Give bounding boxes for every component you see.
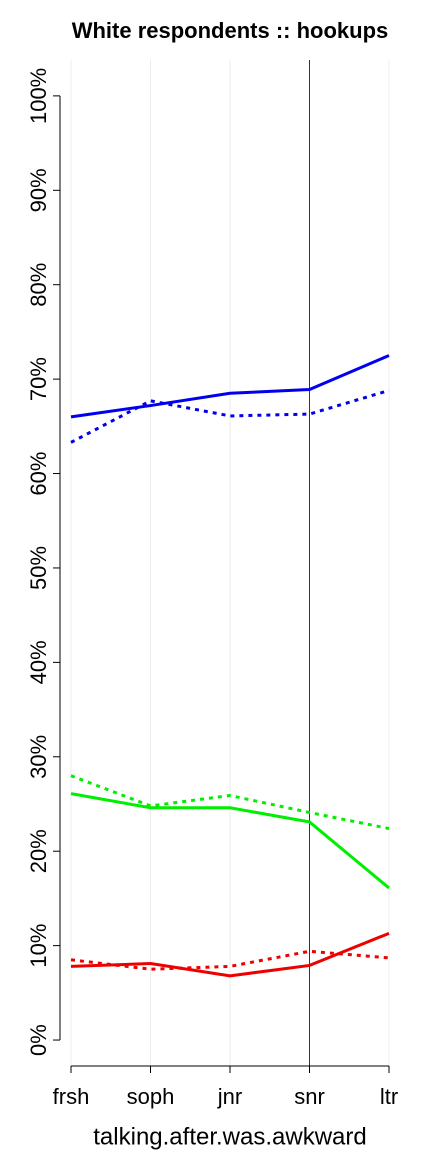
y-tick-label: 30%: [26, 735, 51, 779]
x-tick-label: snr: [294, 1084, 325, 1109]
y-tick-label: 90%: [26, 168, 51, 212]
series-line: [70, 354, 390, 419]
y-tick-label: 0%: [26, 1024, 51, 1056]
y-tick-label: 50%: [26, 546, 51, 590]
series-line: [70, 931, 390, 978]
x-axis-label: talking.after.was.awkward: [93, 1123, 366, 1150]
y-tick-label: 70%: [26, 357, 51, 401]
y-tick-label: 100%: [26, 68, 51, 124]
x-tick-label: frsh: [53, 1084, 90, 1109]
x-tick-label: jnr: [217, 1084, 242, 1109]
series-line: [70, 792, 390, 890]
x-tick-label: soph: [127, 1084, 175, 1109]
y-tick-label: 60%: [26, 452, 51, 496]
y-tick-label: 40%: [26, 640, 51, 684]
series-line: [70, 774, 390, 831]
x-tick-label: ltr: [380, 1084, 398, 1109]
y-tick-label: 20%: [26, 829, 51, 873]
y-tick-label: 80%: [26, 263, 51, 307]
y-tick-label: 10%: [26, 924, 51, 968]
chart-title: White respondents :: hookups: [72, 18, 389, 43]
